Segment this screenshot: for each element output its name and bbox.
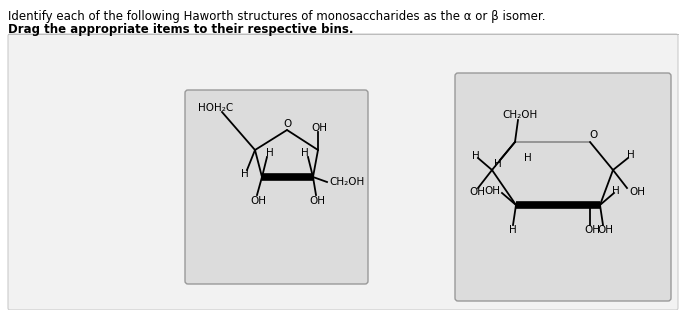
Text: OH: OH <box>469 187 485 197</box>
FancyBboxPatch shape <box>455 73 671 301</box>
Text: OH: OH <box>597 225 613 235</box>
Text: H: H <box>472 151 480 161</box>
Text: H: H <box>509 225 517 235</box>
FancyBboxPatch shape <box>185 90 368 284</box>
Text: HOH₂C: HOH₂C <box>198 103 233 113</box>
Text: H: H <box>627 150 635 160</box>
Text: O: O <box>283 119 291 129</box>
Text: H: H <box>524 153 532 163</box>
Text: H: H <box>494 159 502 169</box>
Text: H: H <box>612 186 620 196</box>
Text: H: H <box>301 148 309 158</box>
Text: OH: OH <box>311 123 327 133</box>
FancyBboxPatch shape <box>8 34 678 310</box>
Text: CH₂OH: CH₂OH <box>329 177 364 187</box>
Text: Identify each of the following Haworth structures of monosaccharides as the α or: Identify each of the following Haworth s… <box>8 10 545 23</box>
Text: OH: OH <box>584 225 600 235</box>
Text: Drag the appropriate items to their respective bins.: Drag the appropriate items to their resp… <box>8 23 353 36</box>
Text: OH: OH <box>309 196 325 206</box>
Text: H: H <box>241 169 249 179</box>
Text: OH: OH <box>484 186 500 196</box>
Text: CH₂OH: CH₂OH <box>502 110 538 120</box>
Text: OH: OH <box>629 187 645 197</box>
Text: O: O <box>589 130 597 140</box>
Text: H: H <box>266 148 274 158</box>
Text: OH: OH <box>250 196 266 206</box>
